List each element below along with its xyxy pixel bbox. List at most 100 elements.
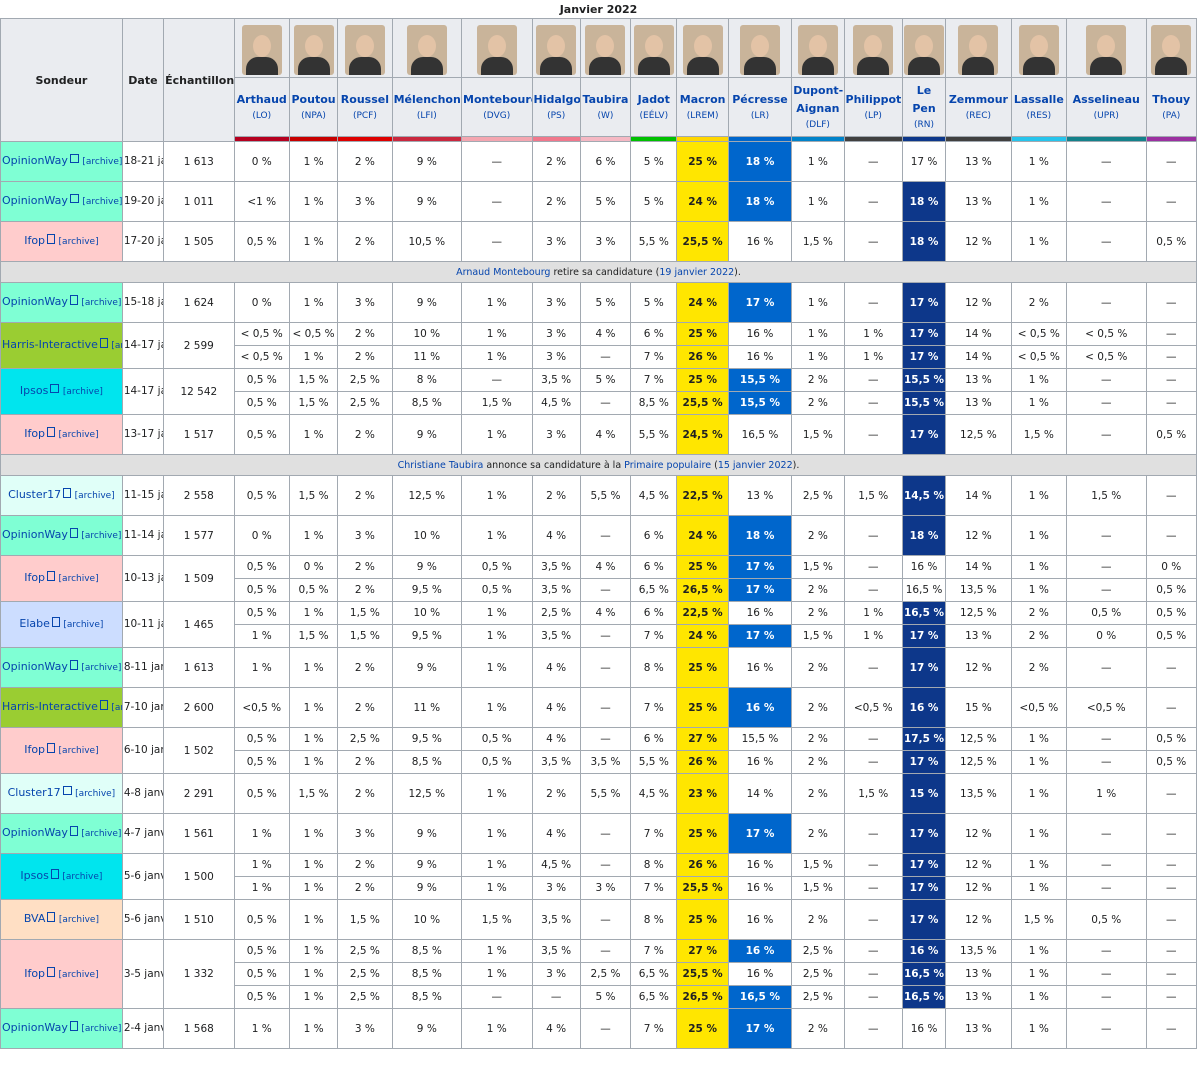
archive-link[interactable]: [archive]	[58, 430, 99, 440]
candidate-party-link[interactable]: (LR)	[750, 111, 770, 121]
candidate-name-link[interactable]: Le Pen	[912, 84, 936, 115]
candidate-party-link[interactable]: (PS)	[547, 111, 566, 121]
table-row: OpinionWay [archive]18-21 janvier1 6130 …	[0, 141, 1197, 182]
candidate-name-link[interactable]: Thouy	[1152, 93, 1191, 106]
candidate-photo[interactable]	[1065, 18, 1147, 78]
archive-link[interactable]: [archive]	[74, 491, 115, 501]
candidate-name-link[interactable]: Dupont-Aignan	[793, 84, 844, 115]
archive-link[interactable]: [archive]	[81, 663, 122, 673]
candidate-party-link[interactable]: (LP)	[864, 111, 882, 121]
archive-link[interactable]: [archive]	[58, 969, 99, 980]
pollster-link[interactable]: Ifop	[24, 427, 46, 440]
archive-link[interactable]: [archive]	[111, 341, 121, 351]
candidate-photo[interactable]	[391, 18, 463, 78]
candidate-name-link[interactable]: Roussel	[340, 93, 389, 106]
candidate-photo[interactable]	[288, 18, 339, 78]
archive-link[interactable]: [archive]	[81, 531, 122, 541]
candidate-name-link[interactable]: Montebourg	[463, 93, 532, 106]
candidate-party-link[interactable]: (LFI)	[416, 111, 437, 121]
pollster-link[interactable]: OpinionWay	[2, 826, 68, 839]
candidate-name-link[interactable]: Pécresse	[732, 93, 788, 106]
archive-link[interactable]: [archive]	[82, 157, 123, 167]
pollster-link[interactable]: Elabe	[19, 617, 50, 630]
archive-link[interactable]: [archive]	[81, 829, 122, 839]
archive-link[interactable]: [archive]	[62, 872, 103, 882]
candidate-party-link[interactable]: (DLF)	[805, 120, 830, 130]
candidate-name-link[interactable]: Macron	[679, 93, 726, 106]
pollster-link[interactable]: OpinionWay	[2, 660, 68, 673]
candidate-party-link[interactable]: (UPR)	[1093, 111, 1119, 121]
candidate-name-link[interactable]: Poutou	[291, 93, 336, 106]
value-cell: 27 %	[676, 939, 729, 963]
candidate-name-link[interactable]: Zemmour	[948, 93, 1008, 106]
notice-link[interactable]: Primaire populaire	[624, 459, 712, 471]
candidate-photo[interactable]	[630, 18, 678, 78]
pollster-link[interactable]: OpinionWay	[2, 295, 68, 308]
notice-link[interactable]: 15 janvier 2022	[717, 459, 793, 471]
candidate-photo[interactable]	[579, 18, 632, 78]
pollster-link[interactable]: OpinionWay	[2, 1021, 68, 1034]
pollster-link[interactable]: OpinionWay	[2, 194, 68, 207]
candidate-photo[interactable]	[233, 18, 290, 78]
candidate-photo[interactable]	[461, 18, 533, 78]
notice-link[interactable]: Christiane Taubira	[397, 459, 484, 471]
pollster-link[interactable]: Cluster17	[7, 786, 61, 799]
archive-link[interactable]: [archive]	[58, 746, 99, 756]
archive-link[interactable]: [archive]	[63, 620, 104, 630]
candidate-photo[interactable]	[901, 18, 947, 78]
candidate-name-link[interactable]: Taubira	[582, 93, 629, 106]
candidate-name-link[interactable]: Lassalle	[1013, 93, 1064, 106]
candidate-name-link[interactable]: Philippot	[845, 93, 902, 106]
candidate-photo[interactable]	[727, 18, 793, 78]
pollster-link[interactable]: BVA	[23, 912, 46, 925]
candidate-party-link[interactable]: (PA)	[1162, 111, 1181, 121]
candidate-name-link[interactable]: Hidalgo	[533, 93, 581, 106]
pollster-link[interactable]: Ifop	[24, 966, 46, 980]
portrait-icon	[1018, 25, 1059, 75]
candidate-photo[interactable]	[945, 18, 1012, 78]
archive-link[interactable]: [archive]	[82, 197, 123, 207]
candidate-party-link[interactable]: (RN)	[914, 120, 935, 130]
candidate-photo[interactable]	[531, 18, 581, 78]
candidate-party-link[interactable]: (W)	[597, 111, 614, 121]
candidate-name-link[interactable]: Mélenchon	[393, 93, 461, 106]
archive-link[interactable]: [archive]	[62, 387, 103, 397]
candidate-party-link[interactable]: (LREM)	[686, 111, 719, 121]
candidate-name-link[interactable]: Asselineau	[1072, 93, 1140, 106]
candidate-party-link[interactable]: (LO)	[252, 111, 272, 121]
candidate-photo[interactable]	[791, 18, 845, 78]
pollster-link[interactable]: OpinionWay	[2, 528, 68, 541]
archive-link[interactable]: [archive]	[111, 703, 121, 713]
candidate-party-link[interactable]: (RES)	[1026, 111, 1052, 121]
value-cell: 17 %	[901, 141, 947, 182]
pollster-link[interactable]: Ifop	[24, 571, 46, 584]
archive-link[interactable]: [archive]	[81, 298, 122, 308]
archive-link[interactable]: [archive]	[81, 1024, 122, 1034]
pollster-link[interactable]: Ifop	[24, 743, 46, 756]
pollster-link[interactable]: Ipsos	[19, 384, 49, 397]
archive-link[interactable]: [archive]	[75, 789, 116, 799]
candidate-photo[interactable]	[843, 18, 903, 78]
candidate-party-link[interactable]: (EÉLV)	[639, 111, 669, 121]
notice-link[interactable]: 19 janvier 2022	[659, 266, 735, 278]
candidate-photo[interactable]	[337, 18, 393, 78]
candidate-party-link[interactable]: (DVG)	[483, 111, 511, 121]
candidate-photo[interactable]	[676, 18, 729, 78]
pollster-link[interactable]: Ifop	[24, 234, 46, 247]
candidate-party-link[interactable]: (PCF)	[352, 111, 377, 121]
archive-link[interactable]: [archive]	[58, 915, 99, 925]
pollster-link[interactable]: Harris-Interactive	[2, 338, 98, 351]
notice-link[interactable]: Arnaud Montebourg	[456, 266, 551, 278]
candidate-name-link[interactable]: Arthaud	[236, 93, 287, 106]
pollster-link[interactable]: Cluster17	[8, 488, 62, 501]
pollster-link[interactable]: OpinionWay	[2, 154, 68, 167]
candidate-party-link[interactable]: (REC)	[965, 111, 992, 121]
pollster-link[interactable]: Harris-Interactive	[2, 700, 98, 713]
candidate-photo[interactable]	[1010, 18, 1067, 78]
candidate-photo[interactable]	[1145, 18, 1197, 78]
pollster-link[interactable]: Ipsos	[20, 869, 49, 882]
archive-link[interactable]: [archive]	[58, 237, 99, 247]
candidate-name-link[interactable]: Jadot	[637, 93, 670, 106]
archive-link[interactable]: [archive]	[58, 574, 99, 584]
candidate-party-link[interactable]: (NPA)	[301, 111, 326, 121]
